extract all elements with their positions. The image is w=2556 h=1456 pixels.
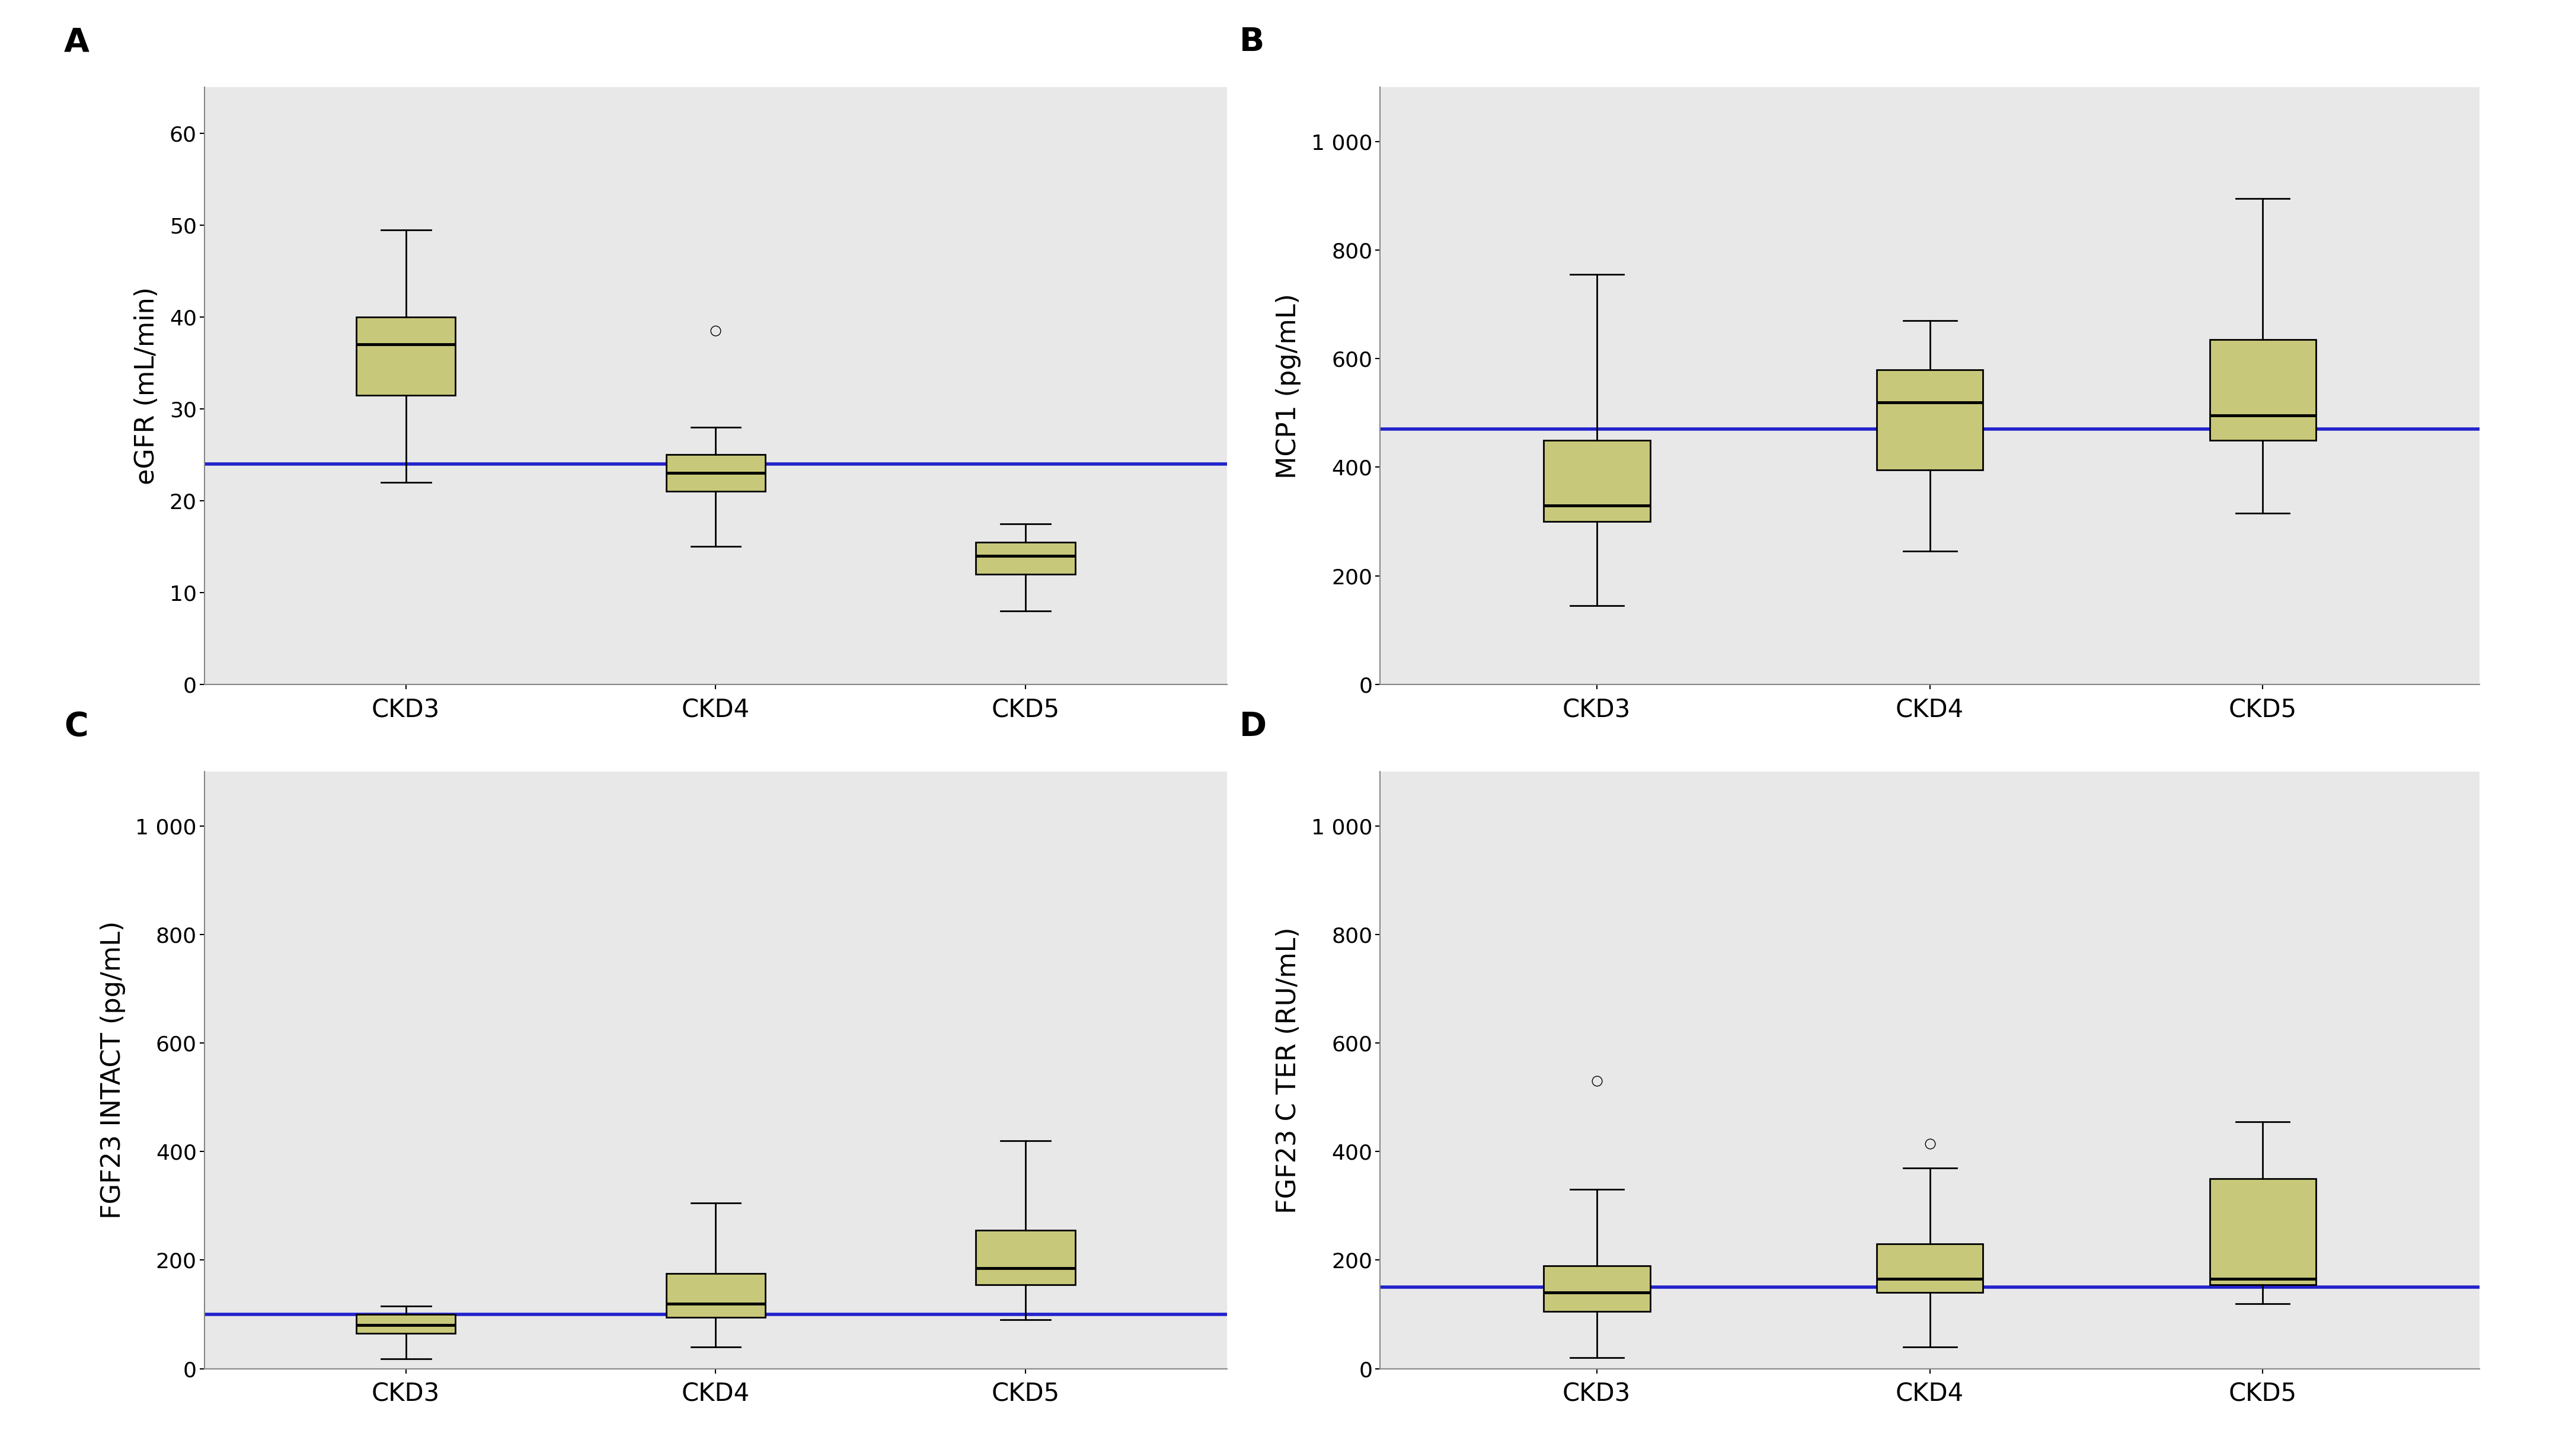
PathPatch shape: [1876, 1243, 1983, 1293]
PathPatch shape: [976, 1230, 1076, 1284]
Text: B: B: [1240, 26, 1265, 58]
Y-axis label: FGF23 C TER (RU/mL): FGF23 C TER (RU/mL): [1275, 927, 1301, 1213]
PathPatch shape: [355, 1315, 455, 1334]
PathPatch shape: [667, 454, 764, 492]
PathPatch shape: [355, 317, 455, 395]
Text: D: D: [1240, 711, 1268, 743]
PathPatch shape: [1876, 370, 1983, 470]
PathPatch shape: [1544, 440, 1651, 521]
PathPatch shape: [2208, 339, 2316, 440]
PathPatch shape: [1544, 1265, 1651, 1312]
PathPatch shape: [976, 542, 1076, 574]
Text: A: A: [64, 26, 89, 58]
Y-axis label: MCP1 (pg/mL): MCP1 (pg/mL): [1275, 293, 1301, 479]
Y-axis label: FGF23 INTACT (pg/mL): FGF23 INTACT (pg/mL): [100, 922, 125, 1219]
PathPatch shape: [2208, 1179, 2316, 1284]
Text: C: C: [64, 711, 87, 743]
PathPatch shape: [667, 1274, 764, 1318]
Y-axis label: eGFR (mL/min): eGFR (mL/min): [133, 287, 158, 485]
